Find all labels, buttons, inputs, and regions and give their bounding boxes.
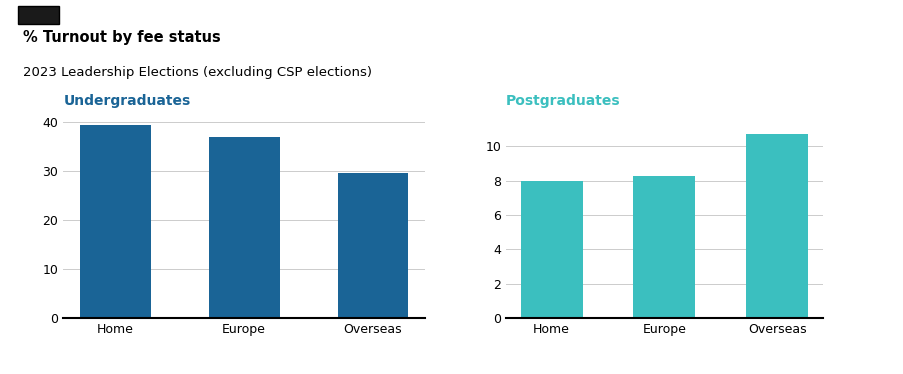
Bar bbox=[520, 181, 582, 318]
Bar bbox=[633, 176, 694, 318]
Text: 2023 Leadership Elections (excluding CSP elections): 2023 Leadership Elections (excluding CSP… bbox=[23, 65, 371, 79]
Bar bbox=[79, 125, 151, 318]
Bar bbox=[337, 173, 408, 318]
Bar bbox=[209, 137, 279, 318]
Text: 4: 4 bbox=[849, 57, 869, 85]
Text: Undergraduates: Undergraduates bbox=[63, 95, 191, 108]
Text: Postgraduates: Postgraduates bbox=[506, 95, 620, 108]
Text: % Turnout by fee status: % Turnout by fee status bbox=[23, 30, 220, 45]
Bar bbox=[745, 135, 807, 318]
